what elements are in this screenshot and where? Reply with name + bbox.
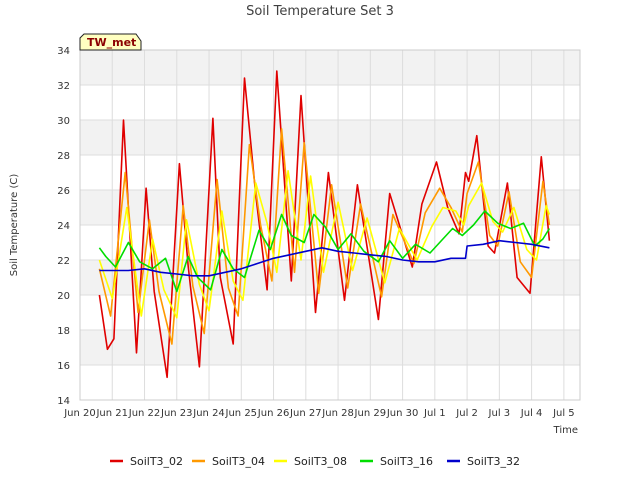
- y-axis-label: Soil Temperature (C): [9, 174, 20, 277]
- legend-label: SoilT3_32: [467, 455, 520, 468]
- y-ticks: 14 16 18 20 22 24 26 28 30 32 34: [57, 46, 70, 407]
- x-tick-label: Jun 28: [321, 408, 354, 419]
- x-tick-label: Jun 22: [128, 408, 161, 419]
- y-tick-label: 22: [57, 256, 70, 267]
- x-tick-label: Jul 5: [552, 408, 575, 419]
- x-tick-label: Jul 3: [488, 408, 511, 419]
- x-tick-label: Jun 29: [354, 408, 387, 419]
- legend-label: SoilT3_02: [130, 455, 183, 468]
- legend-item: SoilT3_16: [360, 455, 433, 468]
- chart-title: Soil Temperature Set 3: [246, 4, 394, 19]
- y-tick-label: 18: [57, 326, 70, 337]
- legend-label: SoilT3_16: [380, 455, 433, 468]
- x-tick-label: Jun 27: [289, 408, 322, 419]
- y-tick-label: 24: [57, 221, 70, 232]
- grid-band: [80, 330, 580, 365]
- station-badge: TW_met: [79, 33, 142, 51]
- x-tick-label: Jun 20: [63, 408, 96, 419]
- x-tick-label: Jun 24: [192, 408, 225, 419]
- x-tick-label: Jun 25: [225, 408, 258, 419]
- legend-item: SoilT3_04: [192, 455, 265, 468]
- legend-label: SoilT3_08: [294, 455, 347, 468]
- series-line-soilt3_08: [98, 170, 551, 319]
- y-tick-label: 16: [57, 361, 70, 372]
- x-axis-label: Time: [553, 425, 578, 436]
- series-line-soilt3_16: [98, 210, 551, 293]
- legend: SoilT3_02 SoilT3_04 SoilT3_08 SoilT3_16 Soil…: [110, 455, 520, 468]
- legend-item: SoilT3_02: [110, 455, 183, 468]
- y-tick-label: 30: [57, 116, 70, 127]
- x-tick-label: Jul 4: [520, 408, 543, 419]
- y-tick-label: 14: [57, 396, 70, 407]
- x-tick-label: Jun 26: [257, 408, 290, 419]
- x-ticks: Jun 20 Jun 21 Jun 22 Jun 23 Jun 24 Jun 25 Jun …: [63, 408, 574, 419]
- station-badge-label: TW_met: [87, 36, 136, 49]
- y-tick-label: 32: [57, 81, 70, 92]
- series-line-soilt3_32: [99, 239, 550, 277]
- series-lines: [98, 70, 551, 379]
- y-tick-label: 26: [57, 186, 70, 197]
- legend-item: SoilT3_32: [447, 455, 520, 468]
- x-tick-label: Jun 23: [160, 408, 193, 419]
- grid-band: [80, 50, 580, 85]
- y-tick-label: 20: [57, 291, 70, 302]
- grid-band: [80, 120, 580, 155]
- legend-item: SoilT3_08: [274, 455, 347, 468]
- plot-frame: [79, 49, 581, 401]
- legend-label: SoilT3_04: [212, 455, 265, 468]
- x-tick-label: Jul 1: [423, 408, 446, 419]
- x-tick-label: Jul 2: [455, 408, 478, 419]
- y-tick-label: 34: [57, 46, 70, 57]
- x-tick-label: Jun 21: [95, 408, 128, 419]
- x-tick-label: Jun 30: [386, 408, 419, 419]
- y-tick-label: 28: [57, 151, 70, 162]
